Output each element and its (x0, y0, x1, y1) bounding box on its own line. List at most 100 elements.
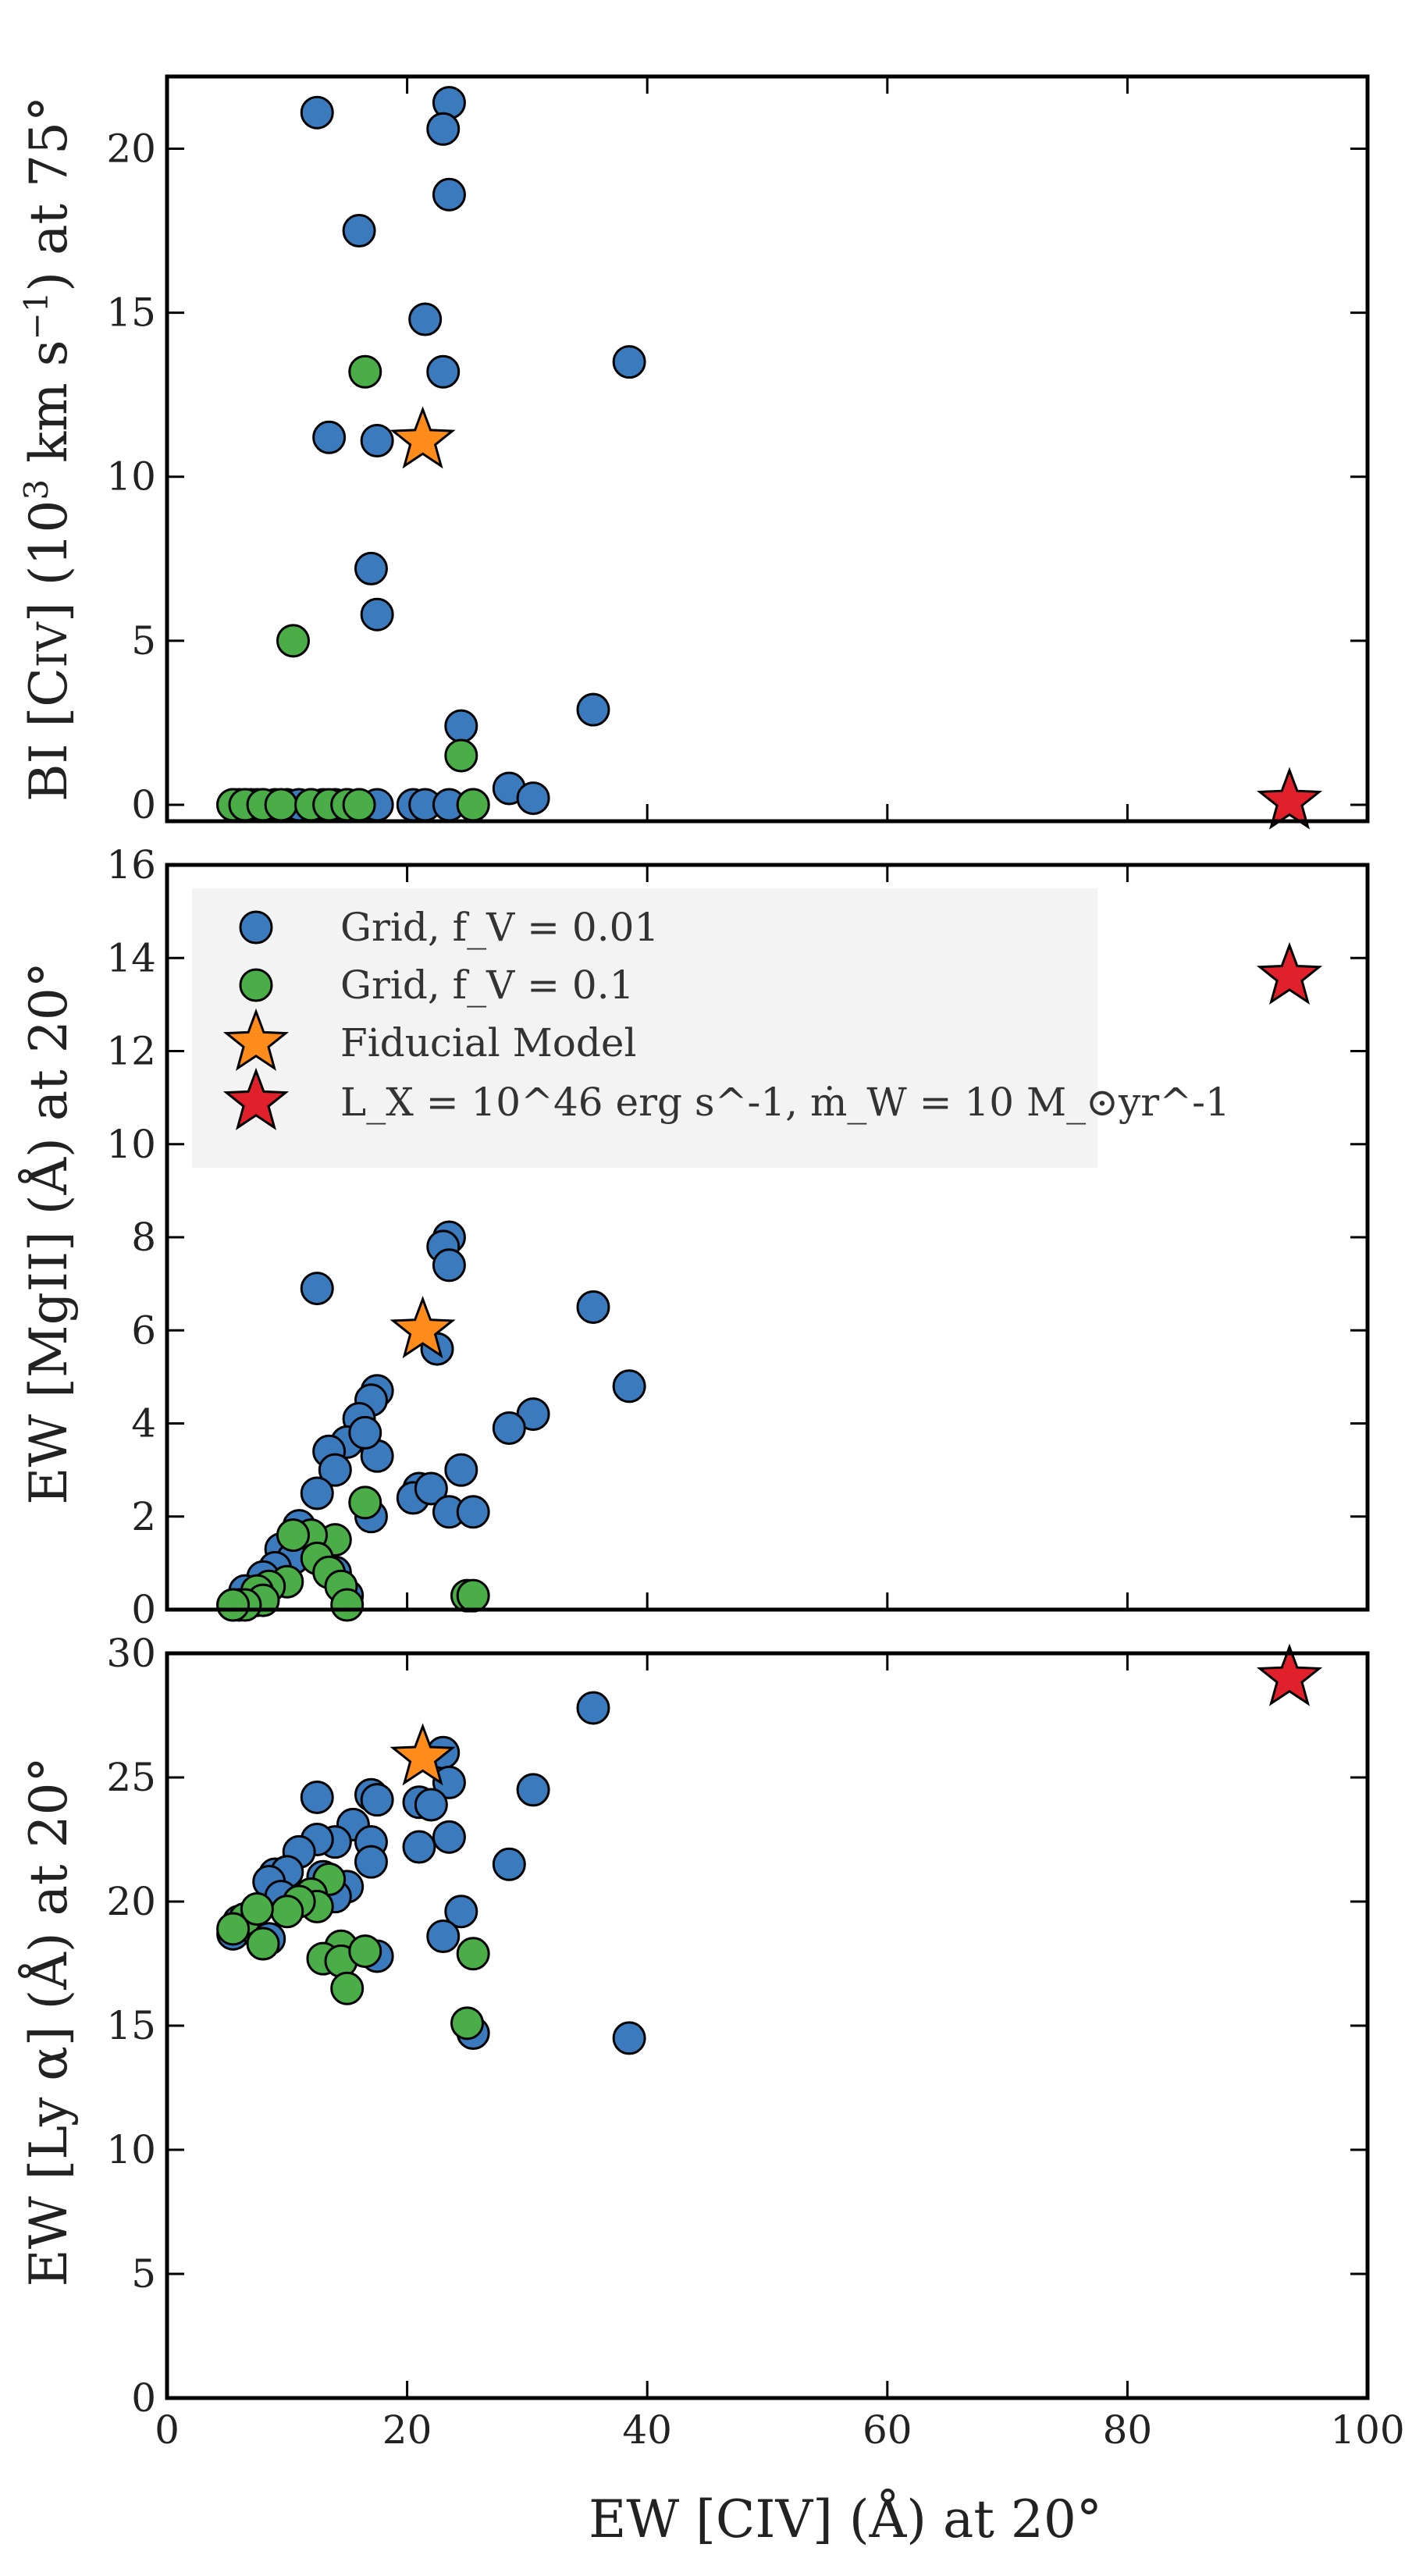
point-grid-fv001 (408, 302, 443, 336)
point-grid-fv001 (444, 709, 478, 743)
point-grid-fv001 (516, 781, 550, 816)
x-tick-label: 0 (155, 2407, 180, 2453)
legend-marker (239, 968, 273, 1002)
point-grid-fv001 (426, 354, 461, 389)
point-grid-fv001 (414, 1471, 448, 1506)
point-grid-fv01 (330, 1971, 365, 2005)
point-grid-fv001 (432, 1248, 466, 1283)
legend-marker (239, 910, 273, 945)
star-fiducial-model (389, 1296, 456, 1359)
point-grid-fv01 (270, 1895, 304, 1929)
point-grid-fv001 (402, 1830, 436, 1864)
point-grid-fv001 (360, 597, 394, 632)
point-grid-fv001 (612, 1369, 646, 1404)
point-grid-fv01 (348, 354, 382, 389)
panel-bi-civ: 0 5 10 15 20 (106, 74, 1370, 830)
plot-frame (165, 863, 1370, 1612)
legend-label: Grid, f_V = 0.1 (340, 962, 634, 1008)
point-grid-fv001 (300, 95, 334, 130)
y-tick-label: 14 (106, 935, 156, 980)
point-grid-fv001 (360, 423, 394, 457)
y-tick-label: 8 (131, 1215, 156, 1260)
legend-label: Fiducial Model (340, 1020, 636, 1066)
star-fiducial-model (389, 1723, 456, 1786)
y-tick-label: 6 (131, 1308, 156, 1353)
point-grid-fv01 (456, 788, 490, 822)
y-tick-label: 10 (106, 454, 156, 500)
y-tick-label: 5 (131, 2251, 156, 2297)
point-grid-fv001 (432, 177, 466, 212)
point-grid-fv01 (264, 788, 298, 822)
x-axis-label: EW [CIV] (Å) at 20° (589, 2489, 1102, 2549)
x-tick-label: 20 (382, 2407, 432, 2453)
y-tick-label: 20 (106, 1879, 156, 1924)
y-tick-label: 16 (106, 842, 156, 888)
y-axis-label-0: BI [CIV] (103 km s−1) at 75° (17, 96, 79, 802)
point-grid-fv001 (348, 1415, 382, 1450)
point-grid-fv01 (456, 1578, 490, 1613)
point-grid-fv001 (456, 1495, 490, 1529)
y-tick-label: 20 (106, 126, 156, 171)
point-grid-fv001 (426, 1920, 461, 1954)
x-tick-label: 40 (622, 2407, 672, 2453)
x-tick-label: 60 (863, 2407, 912, 2453)
plot-frame (165, 74, 1370, 824)
point-grid-fv01 (348, 1934, 382, 1969)
legend-marker (222, 1067, 290, 1130)
point-grid-fv001 (432, 1820, 466, 1854)
point-grid-fv01 (456, 1937, 490, 1971)
point-grid-fv001 (432, 1765, 466, 1799)
point-grid-fv001 (300, 1780, 334, 1814)
legend-box (192, 888, 1097, 1168)
point-grid-fv01 (444, 738, 478, 773)
point-grid-fv01 (348, 1485, 382, 1520)
y-tick-label: 10 (106, 2127, 156, 2172)
point-grid-fv01 (330, 1588, 365, 1622)
panel-ew-mgii: 0 2 4 6 8 10 12 14 16 (106, 842, 1370, 1632)
point-grid-fv001 (612, 345, 646, 379)
point-grid-fv001 (414, 1788, 448, 1822)
point-grid-fv001 (444, 1895, 478, 1929)
point-grid-fv001 (300, 1272, 334, 1306)
point-grid-fv001 (576, 1691, 610, 1725)
point-grid-fv001 (360, 1783, 394, 1817)
panel-ew-lya: 0 20 40 60 80 100 0 5 10 15 20 25 30 (106, 1631, 1404, 2453)
point-grid-fv01 (276, 624, 310, 658)
legend-marker (222, 1008, 290, 1071)
point-grid-fv01 (450, 2006, 484, 2041)
legend: Grid, f_V = 0.01 Grid, f_V = 0.1 Fiducial … (192, 888, 1230, 1168)
point-grid-fv001 (354, 1845, 388, 1879)
y-tick-label: 0 (131, 1587, 156, 1632)
point-grid-fv001 (300, 1476, 334, 1510)
y-tick-label: 4 (131, 1401, 156, 1446)
y-tick-label: 10 (106, 1122, 156, 1167)
y-tick-label: 0 (131, 2375, 156, 2421)
y-tick-label: 5 (131, 618, 156, 664)
point-grid-fv01 (240, 1892, 274, 1927)
y-axis-label-1: EW [MgII] (Å) at 20° (19, 962, 79, 1504)
x-tick-label: 80 (1103, 2407, 1153, 2453)
point-grid-fv001 (444, 1453, 478, 1487)
point-grid-fv001 (492, 1847, 526, 1881)
point-grid-fv001 (612, 2021, 646, 2055)
legend-label: L_X = 10^46 erg s^-1, ṁ_W = 10 M_⊙yr^-1 (340, 1080, 1230, 1125)
star-bright-model (1256, 941, 1323, 1005)
point-grid-fv001 (516, 1773, 550, 1807)
y-tick-label: 15 (106, 290, 156, 336)
point-grid-fv01 (342, 788, 376, 822)
point-grid-fv01 (216, 1588, 251, 1622)
x-tick-label: 100 (1330, 2407, 1404, 2453)
point-grid-fv001 (342, 214, 376, 248)
point-grid-fv001 (312, 420, 347, 454)
y-tick-label: 30 (106, 1631, 156, 1676)
point-grid-fv001 (318, 1453, 352, 1487)
point-grid-fv01 (216, 1912, 251, 1946)
star-bright-model (1256, 1643, 1323, 1706)
y-tick-label: 12 (106, 1029, 156, 1074)
y-tick-label: 2 (131, 1494, 156, 1539)
y-tick-label: 15 (106, 2003, 156, 2048)
legend-label: Grid, f_V = 0.01 (340, 905, 659, 950)
star-fiducial-model (389, 406, 456, 469)
y-axis-label-2: EW [Ly α] (Å) at 20° (19, 1757, 79, 2287)
